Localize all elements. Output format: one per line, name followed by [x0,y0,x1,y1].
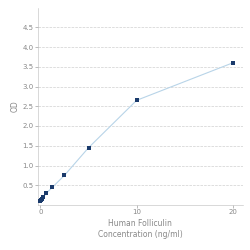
Point [231,61,235,65]
Point [50,185,54,189]
Point [39,198,43,202]
Point [44,191,48,195]
Point [62,174,66,178]
Point [135,98,139,102]
Point [42,195,46,199]
Y-axis label: OD: OD [10,100,19,112]
Point [86,146,90,150]
Point [40,197,44,201]
X-axis label: Human Folliculin
Concentration (ng/ml): Human Folliculin Concentration (ng/ml) [98,219,182,239]
Point [38,199,42,203]
